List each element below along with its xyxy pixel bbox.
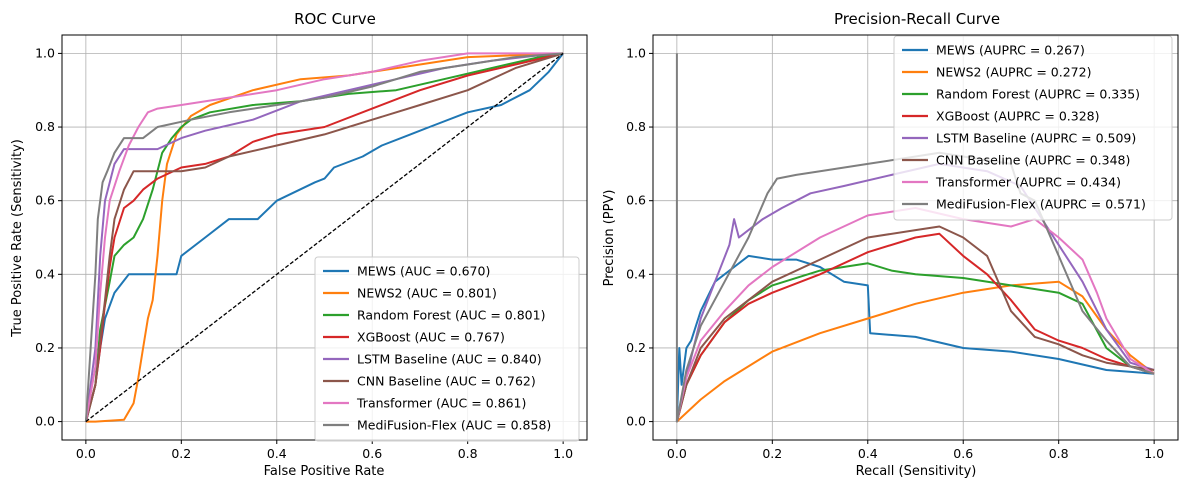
pr-ylabel: Precision (PPV): [602, 190, 617, 287]
pr-xtick-label-3: 0.6: [953, 446, 973, 461]
pr-ytick-label-4: 0.8: [626, 119, 646, 134]
pr-xtick-label-0: 0.0: [667, 446, 687, 461]
roc-title: ROC Curve: [294, 10, 376, 28]
pr-legend-label-3: XGBoost (AUPRC = 0.328): [936, 109, 1100, 124]
roc-series-line-5: [84, 52, 564, 422]
pr-xtick-label-1: 0.2: [762, 446, 782, 461]
roc-series-line-2: [84, 52, 564, 422]
pr-legend-box: [893, 35, 1173, 221]
roc-legend-label-2: Random Forest (AUC = 0.801): [357, 308, 545, 323]
roc-ytick-label-5: 1.0: [35, 45, 55, 60]
pr-legend-label-0: MEWS (AUPRC = 0.267): [936, 43, 1085, 58]
pr-ytick-label-0: 0.0: [626, 414, 646, 429]
pr-xlabel: Recall (Sensitivity): [856, 464, 977, 479]
pr-ytick-label-1: 0.2: [626, 340, 646, 355]
roc-series-line-0: [84, 52, 564, 422]
roc-xtick-label-4: 0.8: [458, 446, 478, 461]
roc-xtick-label-2: 0.4: [267, 446, 287, 461]
roc-legend-box: [314, 256, 580, 442]
pr-ytick-label-2: 0.4: [626, 266, 646, 281]
pr-legend-label-1: NEWS2 (AUPRC = 0.272): [936, 65, 1091, 80]
roc-ytick-label-1: 0.2: [35, 340, 55, 355]
pr-ytick-label-5: 1.0: [626, 45, 646, 60]
pr-xtick-label-2: 0.4: [858, 446, 878, 461]
roc-series-line-7: [84, 52, 564, 422]
pr-series-line-0: [675, 254, 1155, 422]
roc-ylabel: True Positive Rate (Sensitivity): [10, 139, 25, 338]
pr-ytick-label-3: 0.6: [626, 193, 646, 208]
pr-legend-label-4: LSTM Baseline (AUPRC = 0.509): [936, 131, 1136, 146]
roc-chart: ROC Curve 0.0 0.2 0.4 0.6 0.8 1.0 0.0 0.2 0.4 0.6…: [10, 10, 588, 479]
pr-legend: MEWS (AUPRC = 0.267) NEWS2 (AUPRC = 0.272…: [893, 35, 1173, 221]
pr-xtick-label-4: 0.8: [1049, 446, 1069, 461]
roc-legend: MEWS (AUC = 0.670) NEWS2 (AUC = 0.801) Ran…: [314, 256, 580, 442]
roc-diagonal-line: [85, 52, 564, 423]
roc-legend-label-7: MediFusion-Flex (AUC = 0.858): [357, 418, 551, 433]
roc-ytick-label-0: 0.0: [35, 414, 55, 429]
roc-xtick-label-0: 0.0: [76, 446, 96, 461]
pr-legend-label-5: CNN Baseline (AUPRC = 0.348): [936, 153, 1130, 168]
roc-xtick-label-5: 1.0: [553, 446, 573, 461]
pr-chart: Precision-Recall Curve 0.0 0.2 0.4 0.6 0.8 1.…: [602, 10, 1179, 479]
roc-legend-label-5: CNN Baseline (AUC = 0.762): [357, 374, 536, 389]
roc-xlabel: False Positive Rate: [264, 464, 385, 479]
roc-legend-label-4: LSTM Baseline (AUC = 0.840): [357, 352, 542, 367]
pr-series-line-5: [675, 225, 1155, 422]
roc-ytick-label-3: 0.6: [35, 193, 55, 208]
roc-legend-label-6: Transformer (AUC = 0.861): [356, 396, 526, 411]
pr-series-line-3: [675, 232, 1155, 422]
pr-series-line-4: [675, 162, 1155, 422]
roc-legend-label-3: XGBoost (AUC = 0.767): [357, 330, 505, 345]
roc-xtick-label-3: 0.6: [362, 446, 382, 461]
roc-xtick-label-1: 0.2: [171, 446, 191, 461]
roc-series-line-6: [84, 52, 564, 422]
pr-title: Precision-Recall Curve: [834, 10, 1000, 28]
pr-legend-label-6: Transformer (AUPRC = 0.434): [935, 175, 1121, 190]
pr-legend-label-7: MediFusion-Flex (AUPRC = 0.571): [936, 197, 1146, 212]
roc-legend-label-1: NEWS2 (AUC = 0.801): [357, 286, 497, 301]
pr-series-line-1: [676, 280, 1155, 423]
roc-ytick-label-4: 0.8: [35, 119, 55, 134]
pr-legend-label-2: Random Forest (AUPRC = 0.335): [936, 87, 1140, 102]
pr-xtick-label-5: 1.0: [1144, 446, 1164, 461]
roc-legend-label-0: MEWS (AUC = 0.670): [357, 264, 490, 279]
roc-ytick-label-2: 0.4: [35, 266, 55, 281]
